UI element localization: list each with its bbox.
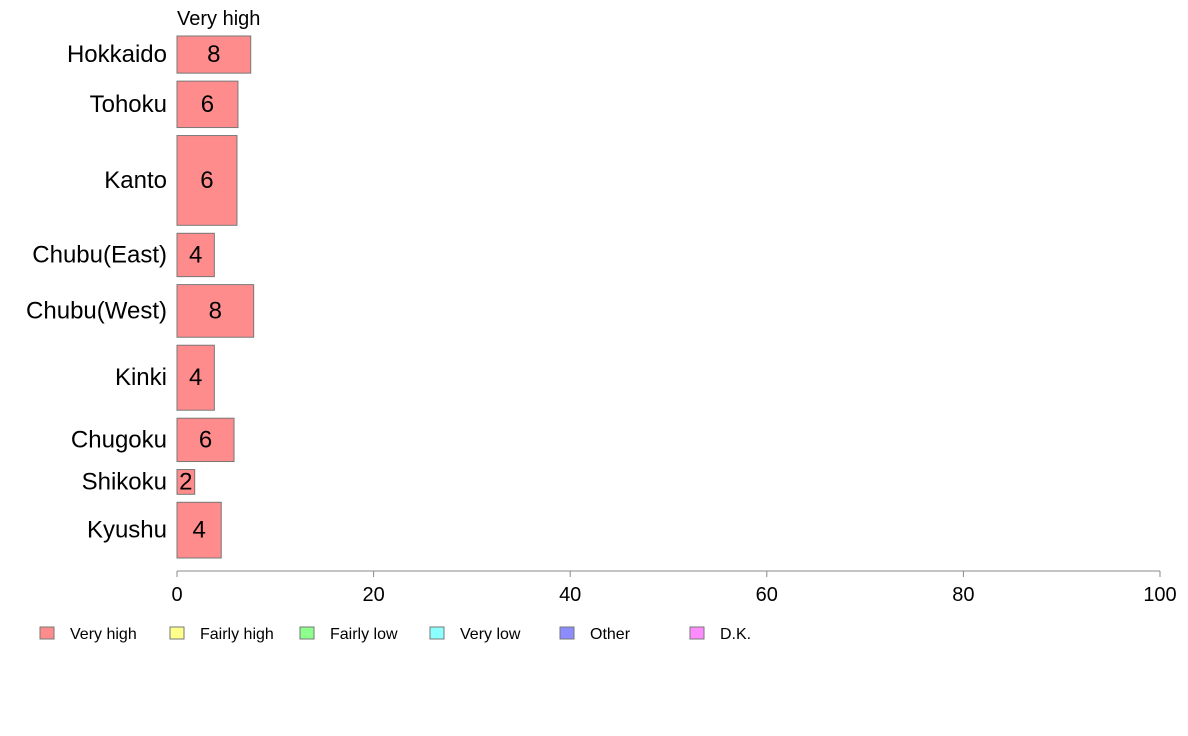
bar-segment xyxy=(176,417,235,463)
category-label: Chubu(West) xyxy=(26,297,167,324)
data-label: 6 xyxy=(199,426,212,453)
category-label: Kyushu xyxy=(87,517,167,544)
x-tick-label: 40 xyxy=(559,584,581,606)
legend-swatch xyxy=(689,626,705,640)
bar-segment xyxy=(176,469,196,495)
data-label: 8 xyxy=(209,297,222,324)
data-label: 4 xyxy=(189,364,202,391)
category-label: Tohoku xyxy=(90,91,167,118)
data-label: 4 xyxy=(192,517,205,544)
data-label: 8 xyxy=(207,41,220,68)
legend-label: Very low xyxy=(460,626,521,643)
legend: Very high Fairly high Fairly low Very low Ot… xyxy=(39,626,751,643)
x-axis: 0 20 40 60 80 100 xyxy=(171,570,1177,606)
legend-label: Other xyxy=(590,626,631,643)
legend-label: Fairly high xyxy=(200,626,274,643)
category-label: Hokkaido xyxy=(67,41,167,68)
bars-group: Hokkaido 8 Tohoku 6 Kanto 6 Chubu(East) 4 Chubu(… xyxy=(26,35,255,559)
data-label: 6 xyxy=(201,91,214,118)
legend-swatch xyxy=(299,626,315,640)
data-label: 6 xyxy=(200,167,213,194)
bar-segment xyxy=(176,232,215,278)
bar-segment xyxy=(176,135,238,226)
bar-segment xyxy=(176,284,255,338)
legend-label: D.K. xyxy=(720,626,751,643)
legend-label: Very high xyxy=(70,626,137,643)
data-label: 4 xyxy=(189,241,202,268)
x-tick-label: 20 xyxy=(362,584,384,606)
bar-segment xyxy=(176,80,239,129)
bar-segment xyxy=(176,344,215,411)
legend-swatch xyxy=(429,626,445,640)
x-tick-label: 80 xyxy=(952,584,974,606)
x-tick-label: 100 xyxy=(1143,584,1176,606)
x-tick-label: 60 xyxy=(756,584,778,606)
bar-segment xyxy=(176,501,222,559)
category-label: Chubu(East) xyxy=(32,241,167,268)
category-label: Kinki xyxy=(115,364,167,391)
x-tick-label: 0 xyxy=(171,584,182,606)
category-label: Kanto xyxy=(104,167,167,194)
legend-swatch xyxy=(559,626,575,640)
data-label: 2 xyxy=(179,468,192,495)
legend-swatch xyxy=(169,626,185,640)
bar-segment xyxy=(176,35,252,74)
category-label: Shikoku xyxy=(82,468,167,495)
legend-swatch xyxy=(39,626,55,640)
series-header: Very high xyxy=(177,8,260,30)
legend-label: Fairly low xyxy=(330,626,398,643)
category-label: Chugoku xyxy=(71,426,167,453)
